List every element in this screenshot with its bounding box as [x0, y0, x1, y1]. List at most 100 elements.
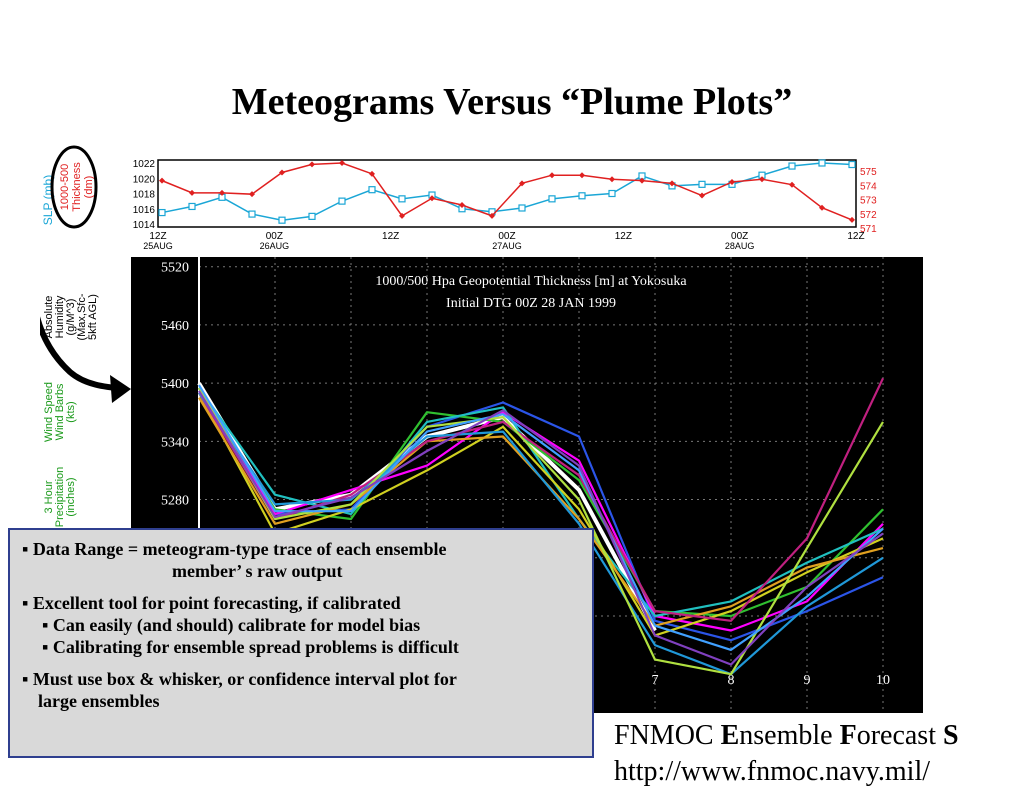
plume-title-line1: 1000/500 Hpa Geopotential Thickness [m] …: [375, 274, 687, 289]
bullet-box-whisker: ▪ Must use box & whisker, or confidence …: [22, 668, 580, 712]
slp-point: [278, 216, 286, 224]
thickness-point: [669, 180, 675, 187]
slp-point: [308, 212, 316, 220]
side-label-line: Absolute: [43, 296, 55, 339]
plume-y-tick: 5400: [161, 377, 189, 392]
info-box: ▪ Data Range = meteogram-type trace of e…: [8, 528, 594, 758]
thickness-point: [219, 189, 225, 196]
footer-F: F: [839, 720, 857, 751]
plume-series-line: [198, 390, 884, 666]
curved-arrow-icon: [40, 315, 126, 392]
thickness-point: [249, 191, 255, 198]
mg-thk-line: [161, 162, 853, 221]
slp-point: [518, 204, 526, 212]
meteogram-x-tick: 12Z: [382, 231, 399, 242]
thickness-highlight-ellipse: [50, 145, 98, 229]
footer-E: E: [720, 720, 740, 751]
thickness-point: [819, 204, 825, 211]
footer-S: S: [943, 720, 959, 751]
side-label-line: (g/M^3): [65, 299, 77, 336]
plume-lines: [197, 377, 884, 676]
bullet-data-range-line1: ▪ Data Range = meteogram-type trace of e…: [22, 539, 447, 559]
meteogram-left-tick: 1020: [133, 174, 156, 185]
slp-point: [548, 195, 556, 203]
bullet-point-forecasting-text: ▪ Excellent tool for point forecasting, …: [22, 593, 401, 613]
thickness-label-3: (dm): [83, 176, 95, 199]
slp-point: [788, 162, 796, 170]
plume-y-tick: 5520: [161, 261, 189, 276]
mg-slp-line: [161, 162, 853, 221]
plume-x-tick: 7: [652, 673, 659, 688]
thickness-point: [189, 189, 195, 196]
thickness-point: [399, 212, 405, 219]
plume-title-line2: Initial DTG 00Z 28 JAN 1999: [446, 296, 616, 311]
meteogram-x-date: 26AUG: [260, 241, 290, 251]
thickness-point: [159, 177, 165, 184]
thickness-point: [759, 176, 765, 183]
slp-point: [338, 197, 346, 205]
thickness-point: [369, 170, 375, 177]
thickness-point: [699, 192, 705, 199]
slp-point: [608, 189, 616, 198]
slp-series: [158, 159, 856, 224]
meteogram-left-tick: 1016: [133, 205, 156, 216]
thickness-point: [549, 172, 555, 179]
meteogram-x-tick: 12Z: [847, 231, 864, 242]
meteogram-left-tick: 1018: [133, 190, 156, 201]
slp-point: [818, 159, 826, 167]
plume-x-tick: 8: [728, 673, 735, 688]
thickness-point: [609, 176, 615, 183]
plume-series-line: [198, 392, 884, 637]
meteogram-x-tick: 00Z: [266, 231, 283, 242]
side-label-line: Wind Speed: [43, 382, 55, 442]
meteogram-left-labels: SLP (mb) 1000-500 Thickness (dm): [41, 145, 98, 229]
footer-caption: FNMOC Ensemble Forecast S: [614, 720, 959, 752]
arrow-head-icon: [110, 375, 131, 403]
thickness-point: [339, 160, 345, 166]
thickness-label-2: Thickness: [71, 162, 83, 212]
footer-part2: nsemble: [739, 720, 840, 751]
meteogram-x-date: 25AUG: [143, 241, 173, 251]
sub-bullet-model-bias: ▪ Can easily (and should) calibrate for …: [42, 615, 421, 635]
meteogram-x-tick: 00Z: [731, 231, 748, 242]
plume-series-line: [198, 384, 884, 651]
thickness-point: [279, 169, 285, 176]
meteogram-plot-frame: [157, 159, 857, 228]
thickness-point: [429, 195, 435, 202]
side-label-line: (kts): [65, 401, 77, 422]
plume-x-tick: 9: [804, 673, 811, 688]
slp-point: [578, 192, 586, 200]
bullet-point-forecasting: ▪ Excellent tool for point forecasting, …: [22, 592, 580, 658]
meteogram-left-ticks: 1022 1020 1018 1016 1014: [133, 159, 156, 231]
thickness-point: [849, 216, 855, 223]
side-label-line: 5kft AGL): [87, 294, 99, 340]
plume-y-tick: 5460: [161, 319, 189, 334]
meteogram-x-tick: 00Z: [498, 231, 515, 242]
side-label-line: Precipitation: [54, 467, 66, 528]
plume-series-line: [198, 392, 884, 676]
meteogram-right-tick: 572: [860, 210, 877, 221]
meteogram-right-tick: 575: [860, 167, 877, 178]
meteogram-x-tick: 12Z: [149, 231, 166, 242]
thickness-point: [519, 180, 525, 187]
side-label-line: (Max,Sfc-: [76, 293, 88, 340]
sub-bullet-spread: ▪ Calibrating for ensemble spread proble…: [42, 637, 459, 657]
slide-title: Meteograms Versus “Plume Plots”: [231, 81, 793, 123]
meteogram-left-tick: 1022: [133, 159, 156, 170]
slp-point: [368, 186, 376, 194]
meteogram-strip: SLP (mb) 1000-500 Thickness (dm) 1022 102…: [41, 145, 877, 251]
meteogram-x-tick: 12Z: [615, 231, 632, 242]
bullet-data-range: ▪ Data Range = meteogram-type trace of e…: [22, 538, 580, 582]
footer-url[interactable]: http://www.fnmoc.navy.mil/: [614, 756, 930, 787]
plume-y-tick: 5340: [161, 435, 189, 450]
thickness-point: [489, 212, 495, 219]
side-label-line: (inches): [65, 477, 77, 516]
side-label-line: Humidity: [54, 295, 66, 338]
slp-point: [848, 160, 856, 169]
meteogram-right-ticks: 575 574 573 572 571: [860, 167, 877, 235]
plume-x-tick: 10: [876, 673, 890, 688]
plume-series-line: [198, 387, 884, 618]
meteogram-x-date: 28AUG: [725, 241, 755, 251]
thickness-point: [459, 202, 465, 209]
